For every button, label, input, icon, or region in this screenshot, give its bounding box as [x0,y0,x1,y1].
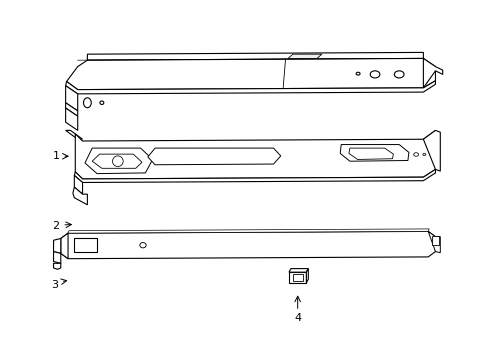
Text: 3: 3 [51,280,59,289]
Polygon shape [68,229,428,233]
Polygon shape [65,86,78,111]
Ellipse shape [100,101,103,104]
Ellipse shape [413,153,418,156]
Polygon shape [73,187,87,205]
Polygon shape [65,108,78,130]
Text: 1: 1 [52,151,60,161]
Ellipse shape [369,71,379,78]
Polygon shape [74,169,435,183]
Polygon shape [65,103,78,116]
Ellipse shape [188,158,193,164]
Polygon shape [427,231,439,253]
Ellipse shape [112,156,123,167]
Polygon shape [61,233,68,259]
Text: 4: 4 [293,312,301,323]
Polygon shape [92,154,142,168]
Polygon shape [66,58,435,90]
Polygon shape [348,148,393,159]
Polygon shape [431,236,438,244]
Polygon shape [65,130,82,139]
Polygon shape [287,54,321,58]
Polygon shape [288,269,308,272]
Polygon shape [61,231,435,259]
Polygon shape [65,81,435,94]
Polygon shape [85,148,152,174]
Polygon shape [74,175,82,194]
Polygon shape [306,269,308,283]
Polygon shape [147,148,280,165]
Polygon shape [423,130,439,171]
Polygon shape [292,274,303,281]
Ellipse shape [140,243,146,248]
Ellipse shape [83,98,91,108]
Polygon shape [53,263,61,269]
Ellipse shape [213,158,218,164]
Polygon shape [74,238,97,252]
Polygon shape [53,252,61,263]
Polygon shape [288,272,306,283]
Ellipse shape [393,71,403,78]
Polygon shape [423,58,442,88]
Text: 2: 2 [52,221,60,231]
Ellipse shape [355,72,359,75]
Polygon shape [340,145,408,161]
Polygon shape [53,238,61,253]
Polygon shape [75,130,435,179]
Ellipse shape [201,158,205,164]
Ellipse shape [422,153,425,156]
Polygon shape [87,53,423,60]
